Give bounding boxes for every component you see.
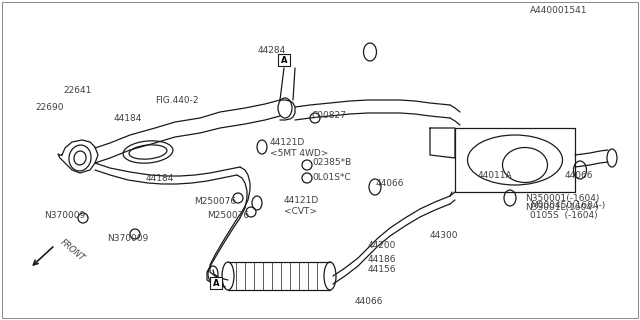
Text: 44200: 44200 — [368, 241, 396, 250]
Text: 22690: 22690 — [35, 102, 63, 111]
Text: 44121D: 44121D — [284, 196, 319, 204]
Text: 44066: 44066 — [355, 298, 383, 307]
Text: 0105S  (-1604): 0105S (-1604) — [530, 211, 598, 220]
Text: A440001541: A440001541 — [530, 5, 588, 14]
Text: 44121D: 44121D — [270, 138, 305, 147]
Text: M250076: M250076 — [207, 211, 249, 220]
Bar — [455, 128, 575, 192]
Text: FRONT: FRONT — [58, 237, 86, 263]
Text: 44184: 44184 — [146, 173, 174, 182]
Text: A: A — [212, 278, 220, 287]
Text: A: A — [281, 55, 287, 65]
Text: 44284: 44284 — [258, 45, 286, 54]
Text: C00827: C00827 — [312, 110, 347, 119]
Text: N350001(-1604): N350001(-1604) — [525, 194, 600, 203]
Text: 22641: 22641 — [63, 85, 92, 94]
Text: 44066: 44066 — [376, 179, 404, 188]
Text: <CVT>: <CVT> — [284, 206, 317, 215]
Text: N33001L(1604-): N33001L(1604-) — [525, 203, 598, 212]
Text: M000450(1604-): M000450(1604-) — [530, 201, 605, 210]
Text: FIG.440-2: FIG.440-2 — [155, 95, 198, 105]
Text: 44300: 44300 — [430, 230, 458, 239]
Text: 44011A: 44011A — [478, 171, 513, 180]
Bar — [210, 277, 222, 289]
Bar — [278, 54, 290, 66]
Text: N370009: N370009 — [107, 234, 148, 243]
Text: 44066: 44066 — [565, 171, 593, 180]
Text: 44186: 44186 — [368, 254, 397, 263]
Text: 02385*B: 02385*B — [312, 157, 351, 166]
Text: N370009: N370009 — [44, 211, 85, 220]
Text: 44156: 44156 — [368, 265, 397, 274]
Text: M250076: M250076 — [194, 196, 236, 205]
Text: 0L01S*C: 0L01S*C — [312, 172, 351, 181]
Text: <5MT 4WD>: <5MT 4WD> — [270, 148, 328, 157]
Text: 44184: 44184 — [114, 114, 142, 123]
